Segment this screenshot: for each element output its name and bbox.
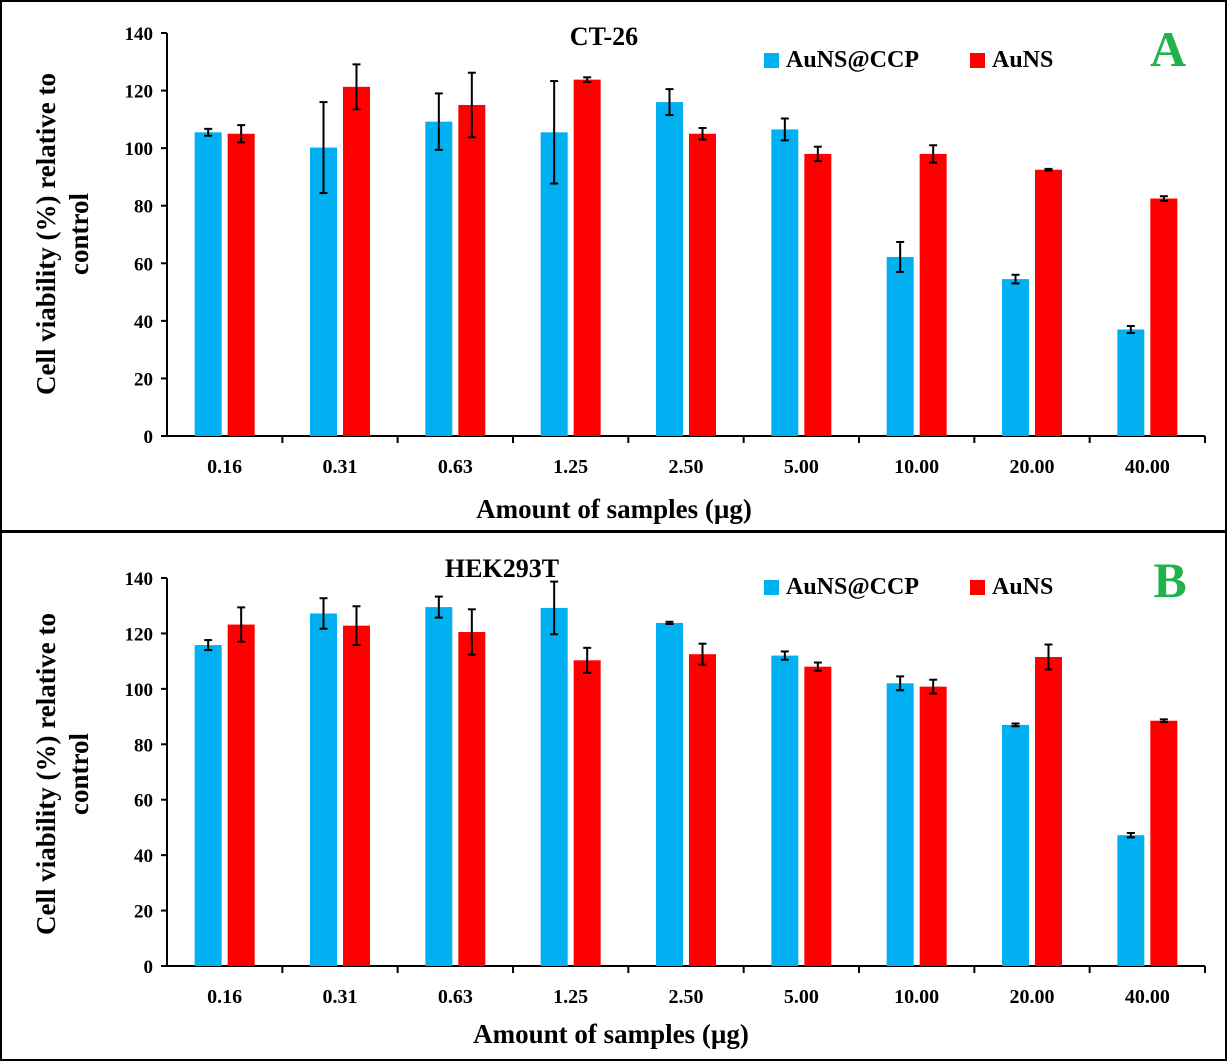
- bar-auns-0.31: [343, 625, 370, 966]
- bar-auns-5.00: [804, 153, 832, 436]
- x-tick-label: 5.00: [784, 986, 819, 1008]
- legend: AuNS@CCP AuNS: [764, 47, 1053, 73]
- x-tick-label: 0.16: [207, 456, 242, 478]
- legend-swatch-aunsccp: [764, 580, 779, 595]
- legend-label-auns: AuNS: [992, 574, 1053, 600]
- chart-title: CT-26: [570, 22, 638, 51]
- bar-auns-1.25: [573, 660, 601, 966]
- y-tick-label: 140: [125, 569, 154, 590]
- y-tick-label: 80: [134, 197, 153, 218]
- x-tick-label: 10.00: [894, 986, 939, 1008]
- y-axis-title-line-2: control: [64, 193, 94, 275]
- x-tick-label: 1.25: [553, 456, 588, 478]
- bar-auns-5.00: [804, 666, 832, 966]
- panel-b: 0 20 40 60 80 100 120 140 0.16 0.31 0.63 1.25 2.50 5.…: [0, 531, 1227, 1061]
- bar-auns-40.00: [1150, 720, 1178, 966]
- y-tick-label: 20: [134, 902, 153, 923]
- x-tick-label: 40.00: [1125, 986, 1170, 1008]
- bar-auns-ccp-40.00: [1117, 835, 1145, 966]
- bar-auns-ccp-0.16: [194, 132, 222, 436]
- legend-swatch-aunsccp: [764, 53, 779, 68]
- y-tick-label: 100: [125, 680, 154, 701]
- bar-auns-0.16: [227, 624, 255, 966]
- bar-auns-ccp-0.31: [310, 613, 337, 966]
- x-tick-label: 20.00: [1010, 986, 1055, 1008]
- x-tick-label: 0.31: [323, 456, 358, 478]
- bar-auns-0.63: [458, 104, 486, 436]
- bar-auns-40.00: [1150, 198, 1178, 436]
- y-tick-label: 40: [134, 312, 153, 333]
- panel-a: 0 20 40 60 80 100 120 140 0.16 0.31 0.63 1.25 2.50 5.…: [0, 0, 1227, 532]
- y-tick-label: 20: [134, 369, 153, 390]
- x-tick-label: 0.63: [438, 986, 473, 1008]
- y-tick-label: 100: [125, 139, 154, 160]
- y-tick-label: 0: [144, 427, 154, 448]
- bar-auns-ccp-5.00: [771, 655, 799, 966]
- legend-label-aunsccp: AuNS@CCP: [786, 574, 919, 600]
- bar-auns-10.00: [919, 153, 947, 436]
- x-tick-label: 0.16: [207, 986, 242, 1008]
- y-tick-label: 0: [144, 957, 154, 978]
- legend-swatch-auns: [970, 53, 985, 68]
- x-tick-label: 20.00: [1010, 456, 1055, 478]
- bar-auns-ccp-0.63: [425, 607, 453, 966]
- legend-swatch-auns: [970, 580, 985, 595]
- bar-auns-2.50: [689, 133, 716, 436]
- x-tick-label: 0.63: [438, 456, 473, 478]
- y-tick-label: 120: [125, 82, 154, 103]
- bar-auns-0.63: [458, 632, 486, 966]
- bar-auns-ccp-20.00: [1002, 724, 1029, 966]
- bar-auns-ccp-2.50: [656, 102, 683, 436]
- bar-auns-10.00: [919, 686, 947, 966]
- y-tick-label: 40: [134, 846, 153, 867]
- y-axis-title-line-1: Cell viability (%) relative to: [31, 73, 61, 395]
- bar-auns-ccp-0.16: [194, 645, 222, 966]
- x-tick-label: 5.00: [784, 456, 819, 478]
- bar-auns-ccp-0.31: [310, 147, 337, 436]
- bar-auns-ccp-1.25: [540, 607, 568, 966]
- x-tick-label: 1.25: [553, 986, 588, 1008]
- legend-label-auns: AuNS: [992, 47, 1053, 73]
- bar-auns-ccp-20.00: [1002, 279, 1029, 436]
- bar-auns-0.16: [227, 133, 255, 436]
- y-axis-title-line-2: control: [64, 733, 94, 815]
- bar-auns-2.50: [689, 654, 716, 966]
- bar-auns-ccp-5.00: [771, 129, 799, 437]
- bar-auns-ccp-10.00: [886, 256, 914, 436]
- x-tick-label: 2.50: [669, 986, 704, 1008]
- bar-auns-20.00: [1035, 169, 1062, 436]
- legend: AuNS@CCP AuNS: [764, 574, 1053, 600]
- panel-letter: A: [1150, 21, 1186, 77]
- bar-auns-ccp-2.50: [656, 622, 683, 966]
- y-axis-title-line-1: Cell viability (%) relative to: [31, 613, 61, 935]
- bar-auns-ccp-10.00: [886, 683, 914, 966]
- legend-label-aunsccp: AuNS@CCP: [786, 47, 919, 73]
- y-tick-label: 140: [125, 24, 154, 45]
- y-tick-label: 60: [134, 791, 153, 812]
- y-tick-label: 120: [125, 624, 154, 645]
- panel-letter: B: [1153, 552, 1186, 608]
- x-tick-label: 40.00: [1125, 456, 1170, 478]
- y-tick-label: 80: [134, 735, 153, 756]
- bar-auns-0.31: [343, 86, 370, 436]
- x-axis-title: Amount of samples (µg): [476, 494, 752, 524]
- bar-auns-ccp-40.00: [1117, 329, 1145, 436]
- bar-auns-1.25: [573, 79, 601, 436]
- x-tick-label: 10.00: [894, 456, 939, 478]
- x-tick-label: 0.31: [323, 986, 358, 1008]
- y-tick-label: 60: [134, 254, 153, 275]
- x-tick-label: 2.50: [669, 456, 704, 478]
- bar-auns-ccp-0.63: [425, 121, 453, 436]
- panel-frame: [0, 531, 1227, 1061]
- bar-auns-20.00: [1035, 656, 1062, 966]
- x-axis-title: Amount of samples (µg): [473, 1019, 749, 1049]
- chart-title: HEK293T: [445, 554, 559, 583]
